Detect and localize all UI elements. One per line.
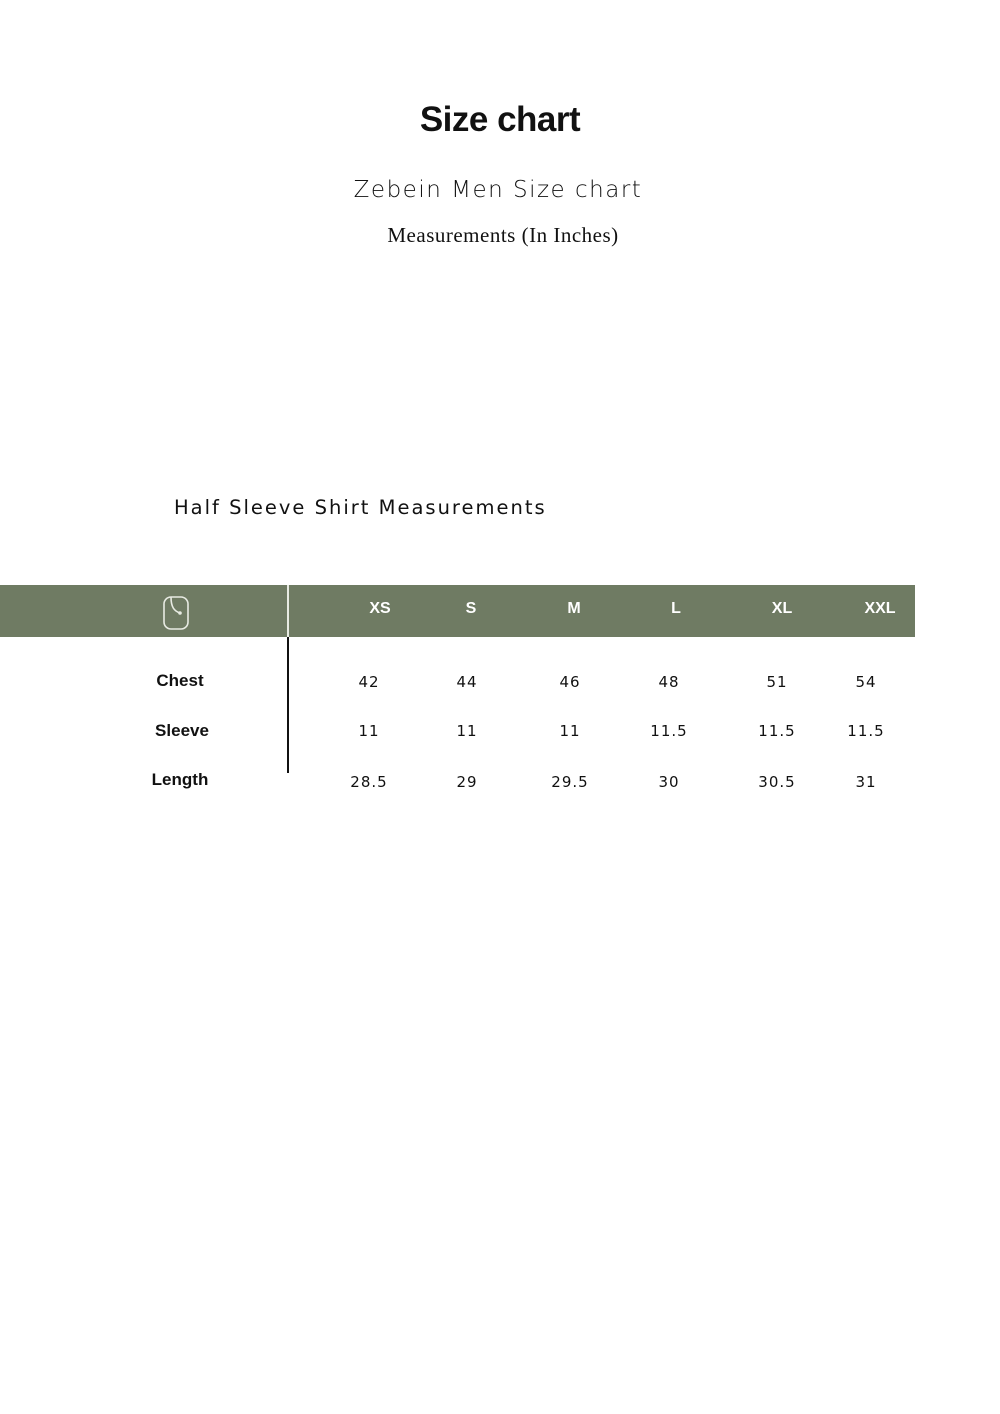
table-cell: 11: [358, 722, 380, 740]
table-cell: 31: [855, 773, 877, 791]
table-cell: 30.5: [758, 773, 796, 791]
table-cell: 11.5: [847, 722, 885, 740]
table-cell: 11: [456, 722, 478, 740]
table-cell: 29: [456, 773, 478, 791]
table-cell: 44: [456, 673, 478, 691]
size-header-m: M: [567, 600, 581, 617]
size-header-xs: XS: [369, 600, 391, 617]
table-cell: 46: [559, 673, 581, 691]
measuring-tape-icon: [162, 595, 190, 636]
size-header-l: L: [671, 600, 681, 617]
size-header-xxl: XXL: [864, 600, 896, 617]
table-cell: 54: [855, 673, 877, 691]
chart-subtitle: Zebein Men Size chart: [353, 177, 643, 203]
measurements-note: Measurements (In Inches): [387, 223, 619, 247]
header-divider: [287, 585, 289, 637]
table-cell: 29.5: [551, 773, 589, 791]
table-cell: 11: [559, 722, 581, 740]
page-title: Size chart: [419, 100, 581, 139]
table-cell: 11.5: [650, 722, 688, 740]
table-cell: 11.5: [758, 722, 796, 740]
table-cell: 42: [358, 673, 380, 691]
section-title: Half Sleeve Shirt Measurements: [174, 496, 547, 519]
size-header-s: S: [465, 600, 477, 617]
table-cell: 48: [658, 673, 680, 691]
row-label-sleeve: Sleeve: [155, 721, 209, 740]
row-label-chest: Chest: [156, 671, 204, 690]
table-cell: 51: [766, 673, 788, 691]
size-header-xl: XL: [771, 600, 793, 617]
column-divider: [287, 637, 289, 773]
table-header: [0, 585, 915, 637]
row-label-length: Length: [151, 770, 209, 789]
table-cell: 28.5: [350, 773, 388, 791]
table-cell: 30: [658, 773, 680, 791]
